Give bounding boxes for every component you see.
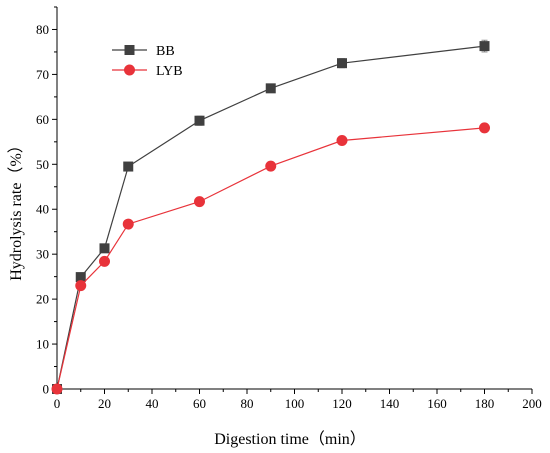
y-tick-label: 60	[36, 112, 49, 127]
x-tick-label: 40	[146, 396, 159, 411]
data-point-lyb	[99, 255, 110, 267]
data-point-lyb	[194, 196, 205, 208]
data-point-bb	[479, 41, 490, 52]
y-tick-label: 20	[36, 292, 49, 307]
y-tick-label: 50	[36, 157, 49, 172]
x-tick-label: 20	[98, 396, 111, 411]
x-tick-label: 120	[332, 396, 352, 411]
data-point-lyb	[122, 218, 134, 230]
y-tick-label: 10	[36, 337, 49, 352]
data-point-lyb	[265, 160, 277, 172]
data-point-lyb	[51, 383, 63, 395]
legend-item-lyb: LYB	[112, 64, 183, 79]
legend-marker	[124, 64, 135, 76]
data-point-bb	[123, 161, 134, 172]
x-tick-label: 60	[193, 396, 206, 411]
y-tick-label: 40	[36, 202, 49, 217]
y-tick-label: 80	[36, 22, 49, 37]
y-tick-label: 30	[36, 247, 49, 262]
data-point-lyb	[75, 280, 87, 292]
y-tick-label: 0	[43, 382, 50, 397]
legend: BB LYB	[112, 44, 183, 79]
data-point-bb	[265, 83, 276, 94]
series-bb	[52, 39, 490, 394]
data-point-bb	[337, 58, 347, 69]
data-point-lyb	[336, 134, 348, 146]
legend-marker	[124, 45, 135, 55]
series-line-bb	[56, 45, 485, 390]
x-tick-label: 160	[427, 396, 447, 411]
series-line-lyb	[56, 127, 485, 390]
legend-label: LYB	[156, 64, 183, 79]
x-tick-label: 80	[241, 396, 254, 411]
x-tick-label: 140	[380, 396, 400, 411]
legend-label: BB	[156, 44, 175, 59]
x-tick-label: 180	[475, 396, 495, 411]
y-tick-label: 70	[36, 67, 49, 82]
data-point-bb	[194, 115, 205, 126]
series-lyb	[51, 122, 490, 395]
y-axis-title: Hydrolysis rate（%）	[7, 137, 25, 281]
x-axis-title: Digestion time（min）	[214, 430, 366, 448]
legend-item-bb: BB	[112, 44, 175, 59]
data-point-bb	[99, 243, 110, 254]
data-point-lyb	[479, 122, 490, 134]
x-tick-label: 100	[285, 396, 305, 411]
x-tick-label: 200	[522, 396, 542, 411]
x-tick-label: 0	[54, 396, 61, 411]
plot-area: 0 20 40 60 80 100 120 140 160 180 200 0 10 20 30 40 50 60…	[36, 6, 542, 411]
